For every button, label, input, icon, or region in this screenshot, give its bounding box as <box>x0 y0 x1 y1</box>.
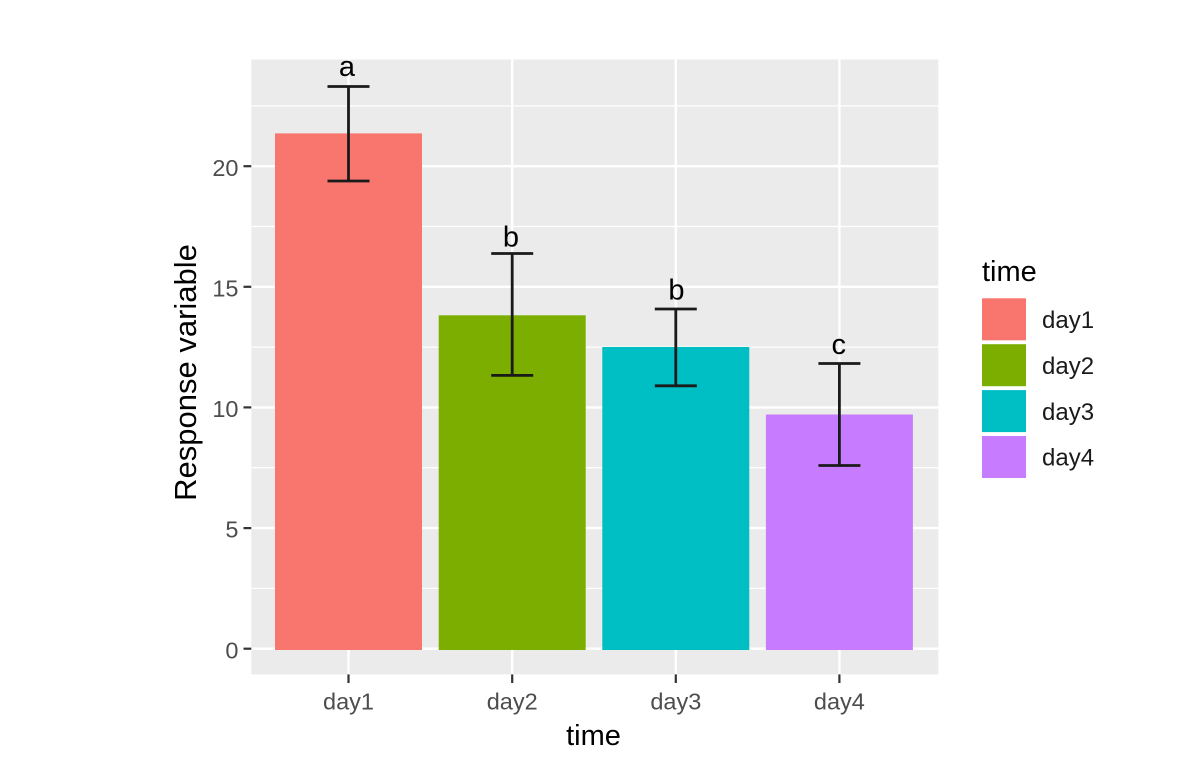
svg-text:10: 10 <box>212 396 238 422</box>
svg-text:day1: day1 <box>1042 307 1094 334</box>
svg-text:day4: day4 <box>814 689 865 715</box>
svg-text:day1: day1 <box>323 689 374 715</box>
svg-text:day4: day4 <box>1042 445 1094 472</box>
svg-text:5: 5 <box>225 517 238 543</box>
svg-text:b: b <box>668 275 684 307</box>
svg-text:day2: day2 <box>1042 353 1094 380</box>
svg-text:day3: day3 <box>1042 399 1094 426</box>
svg-text:0: 0 <box>225 637 238 663</box>
svg-text:day2: day2 <box>487 689 538 715</box>
svg-text:20: 20 <box>212 155 238 181</box>
svg-text:c: c <box>831 329 846 361</box>
svg-text:time: time <box>566 720 621 752</box>
svg-text:15: 15 <box>212 275 238 301</box>
svg-text:Response variable: Response variable <box>168 244 203 501</box>
svg-text:day3: day3 <box>650 689 701 715</box>
svg-text:a: a <box>339 51 356 83</box>
svg-text:b: b <box>503 222 519 254</box>
svg-text:time: time <box>982 256 1037 288</box>
